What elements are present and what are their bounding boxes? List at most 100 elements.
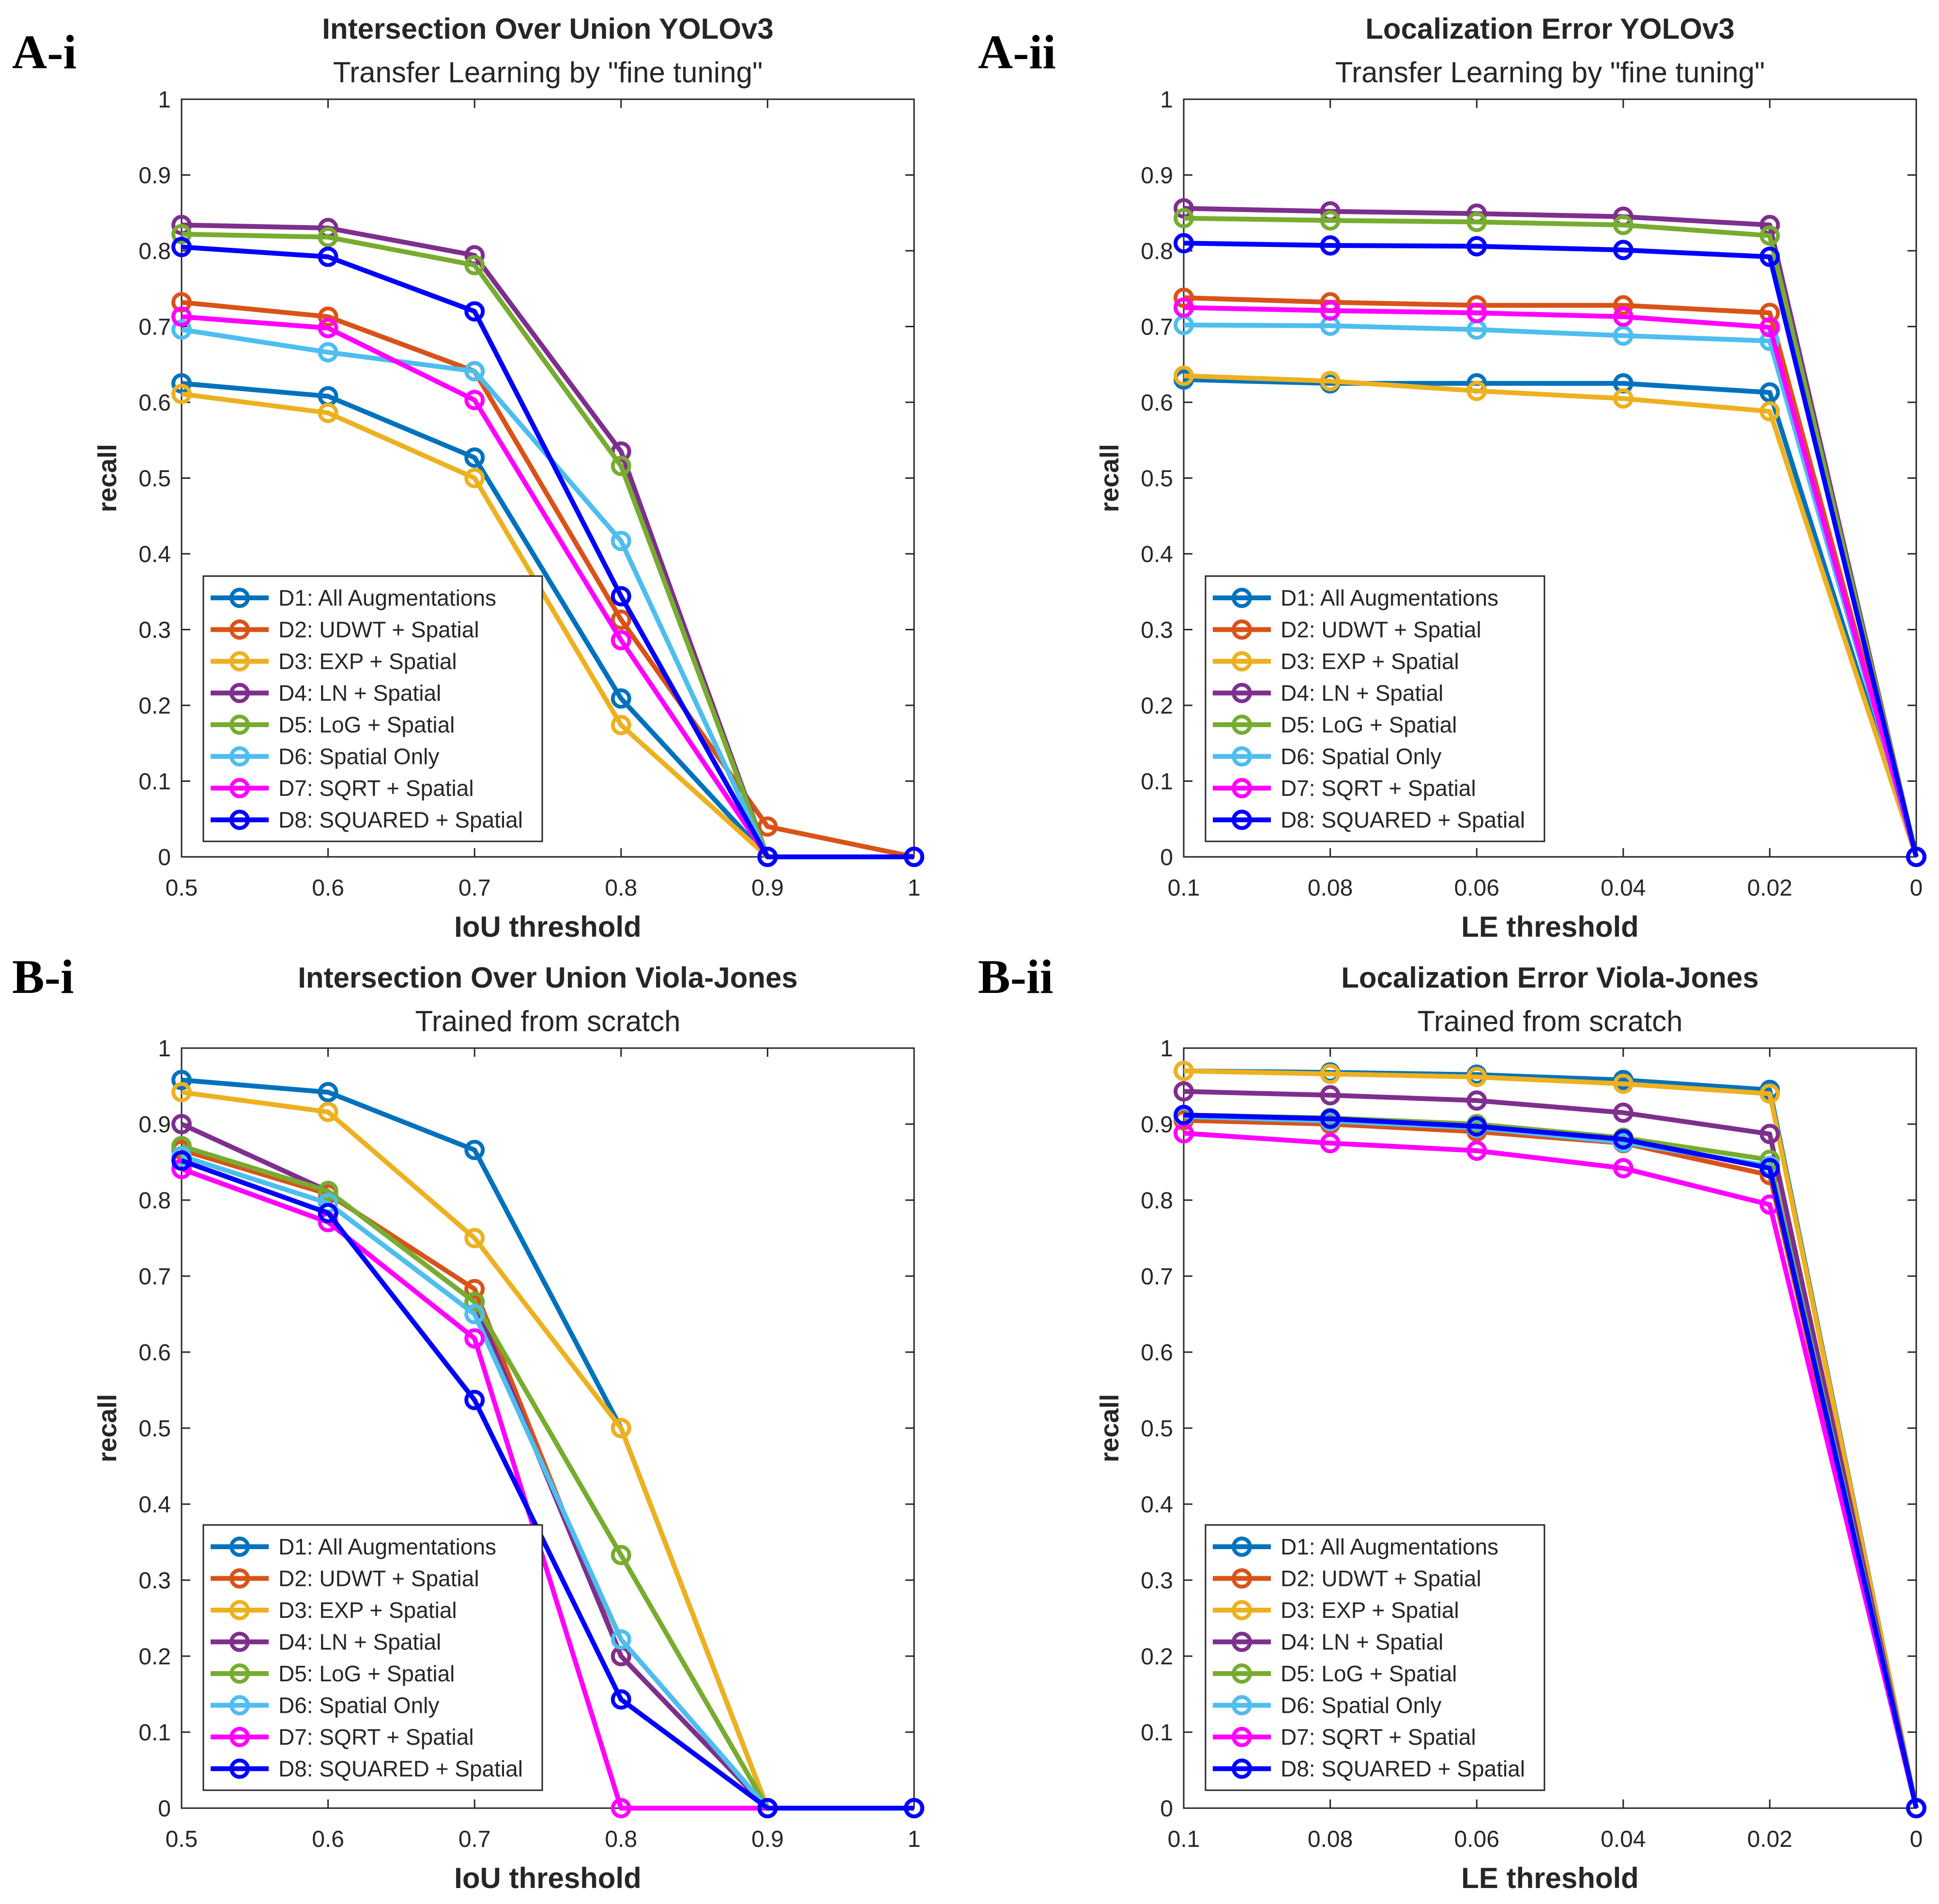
legend-marker <box>229 1758 250 1779</box>
data-point <box>318 1101 338 1122</box>
data-point <box>464 1279 485 1299</box>
y-tick-label: 0.3 <box>138 1568 171 1594</box>
legend-marker <box>229 1695 250 1716</box>
legend-marker <box>229 1537 250 1557</box>
data-point <box>1613 1129 1634 1150</box>
panel-label-a-ii: A-ii <box>978 25 1056 79</box>
legend-marker <box>1232 746 1252 767</box>
data-point <box>1906 847 1926 867</box>
data-point <box>611 1418 631 1438</box>
legend-label: D3: EXP + Spatial <box>1281 1598 1459 1623</box>
data-point <box>464 468 485 488</box>
data-point <box>318 1181 338 1202</box>
legend-label: D7: SQRT + Spatial <box>278 776 474 801</box>
data-point <box>464 1389 485 1410</box>
series-line <box>1183 215 1919 858</box>
data-point <box>611 688 631 709</box>
data-point <box>318 1082 338 1103</box>
chart-panel-2: Localization Error YOLOv3 Transfer Learni… <box>1095 13 1926 943</box>
data-point <box>1174 366 1194 386</box>
data-point <box>1613 388 1634 409</box>
series-line <box>181 300 915 859</box>
series-8 <box>171 1150 924 1818</box>
data-point <box>611 531 631 551</box>
data-point <box>1759 225 1780 246</box>
series-line <box>1183 1130 1919 1809</box>
legend-label: D4: LN + Spatial <box>1281 1630 1443 1655</box>
chart-panel-3: Intersection Over Union Viola-Jones Train… <box>93 961 924 1894</box>
data-point <box>1174 208 1194 228</box>
data-point <box>1320 210 1341 231</box>
data-point <box>904 847 924 867</box>
y-tick-label: 0.9 <box>1141 163 1173 189</box>
legend-label: D2: UDWT + Spatial <box>278 1566 479 1591</box>
series-line <box>1183 1112 1919 1809</box>
data-point <box>757 816 778 837</box>
legend-marker <box>229 1663 250 1684</box>
chart-title: Intersection Over Union YOLOv3 <box>322 13 773 45</box>
data-point <box>1466 381 1487 401</box>
y-tick-label: 0.8 <box>1141 239 1173 264</box>
data-point <box>1466 212 1487 232</box>
panel-label-b-ii: B-ii <box>978 950 1053 1004</box>
chart-title: Localization Error Viola-Jones <box>1341 961 1758 994</box>
data-point <box>1466 303 1487 323</box>
data-point <box>171 373 192 394</box>
data-point <box>1174 233 1194 254</box>
legend-label: D1: All Augmentations <box>1281 1534 1498 1559</box>
y-axis-label: recall <box>1095 1394 1124 1462</box>
series-line <box>181 244 914 859</box>
series-line <box>1183 377 1919 858</box>
x-tick-label: 0.9 <box>751 875 784 901</box>
legend-marker <box>1232 1631 1252 1652</box>
legend-label: D3: EXP + Spatial <box>1281 649 1459 674</box>
legend-marker <box>1232 683 1252 703</box>
data-point <box>464 301 485 322</box>
legend-label: D8: SQUARED + Spatial <box>1281 807 1525 833</box>
data-point <box>464 1328 485 1349</box>
legend-label: D6: Spatial Only <box>278 744 439 769</box>
data-point <box>318 227 338 247</box>
series-line <box>1183 322 1919 858</box>
y-tick-label: 0.9 <box>138 163 171 189</box>
legend-box <box>1205 575 1545 842</box>
x-tick-label: 0.06 <box>1454 1827 1499 1852</box>
x-tick-label: 0.1 <box>1168 875 1200 901</box>
data-point <box>1613 295 1634 316</box>
legend-label: D8: SQUARED + Spatial <box>1281 1756 1525 1782</box>
series-line <box>1183 1089 1919 1809</box>
legend-label: D8: SQUARED + Spatial <box>278 807 523 833</box>
legend-marker <box>1232 1695 1252 1716</box>
data-point <box>1759 303 1780 323</box>
y-tick-label: 0.1 <box>138 769 171 795</box>
y-tick-label: 1 <box>158 87 171 113</box>
legend-label: D7: SQRT + Spatial <box>1281 1724 1476 1750</box>
series-line <box>1183 241 1919 858</box>
data-point <box>611 1798 631 1818</box>
x-tick-label: 1 <box>908 875 921 901</box>
legend-marker <box>1232 809 1252 830</box>
series-8 <box>171 237 924 867</box>
y-tick-label: 0.7 <box>138 315 171 340</box>
data-point <box>318 402 338 423</box>
y-tick-label: 0.7 <box>1141 315 1173 340</box>
legend-label: D7: SQRT + Spatial <box>278 1724 474 1750</box>
series-line <box>1183 305 1919 858</box>
y-tick-label: 0.5 <box>1141 466 1173 492</box>
data-point <box>1320 300 1341 321</box>
legend-marker <box>1232 588 1252 608</box>
y-axis-label: recall <box>93 444 122 512</box>
x-tick-label: 0.02 <box>1747 1827 1792 1852</box>
data-point <box>1320 1133 1341 1154</box>
chart-title: Intersection Over Union Viola-Jones <box>298 961 797 994</box>
y-tick-label: 0.8 <box>1141 1188 1173 1214</box>
data-point <box>1174 198 1194 219</box>
y-tick-label: 0 <box>1160 1796 1173 1822</box>
chart-subtitle: Transfer Learning by "fine tuning" <box>333 56 763 89</box>
legend-marker <box>229 746 250 767</box>
data-point <box>464 1292 485 1312</box>
y-tick-label: 0.2 <box>138 693 171 719</box>
series-8 <box>1174 233 1926 867</box>
data-point <box>1759 1158 1780 1179</box>
